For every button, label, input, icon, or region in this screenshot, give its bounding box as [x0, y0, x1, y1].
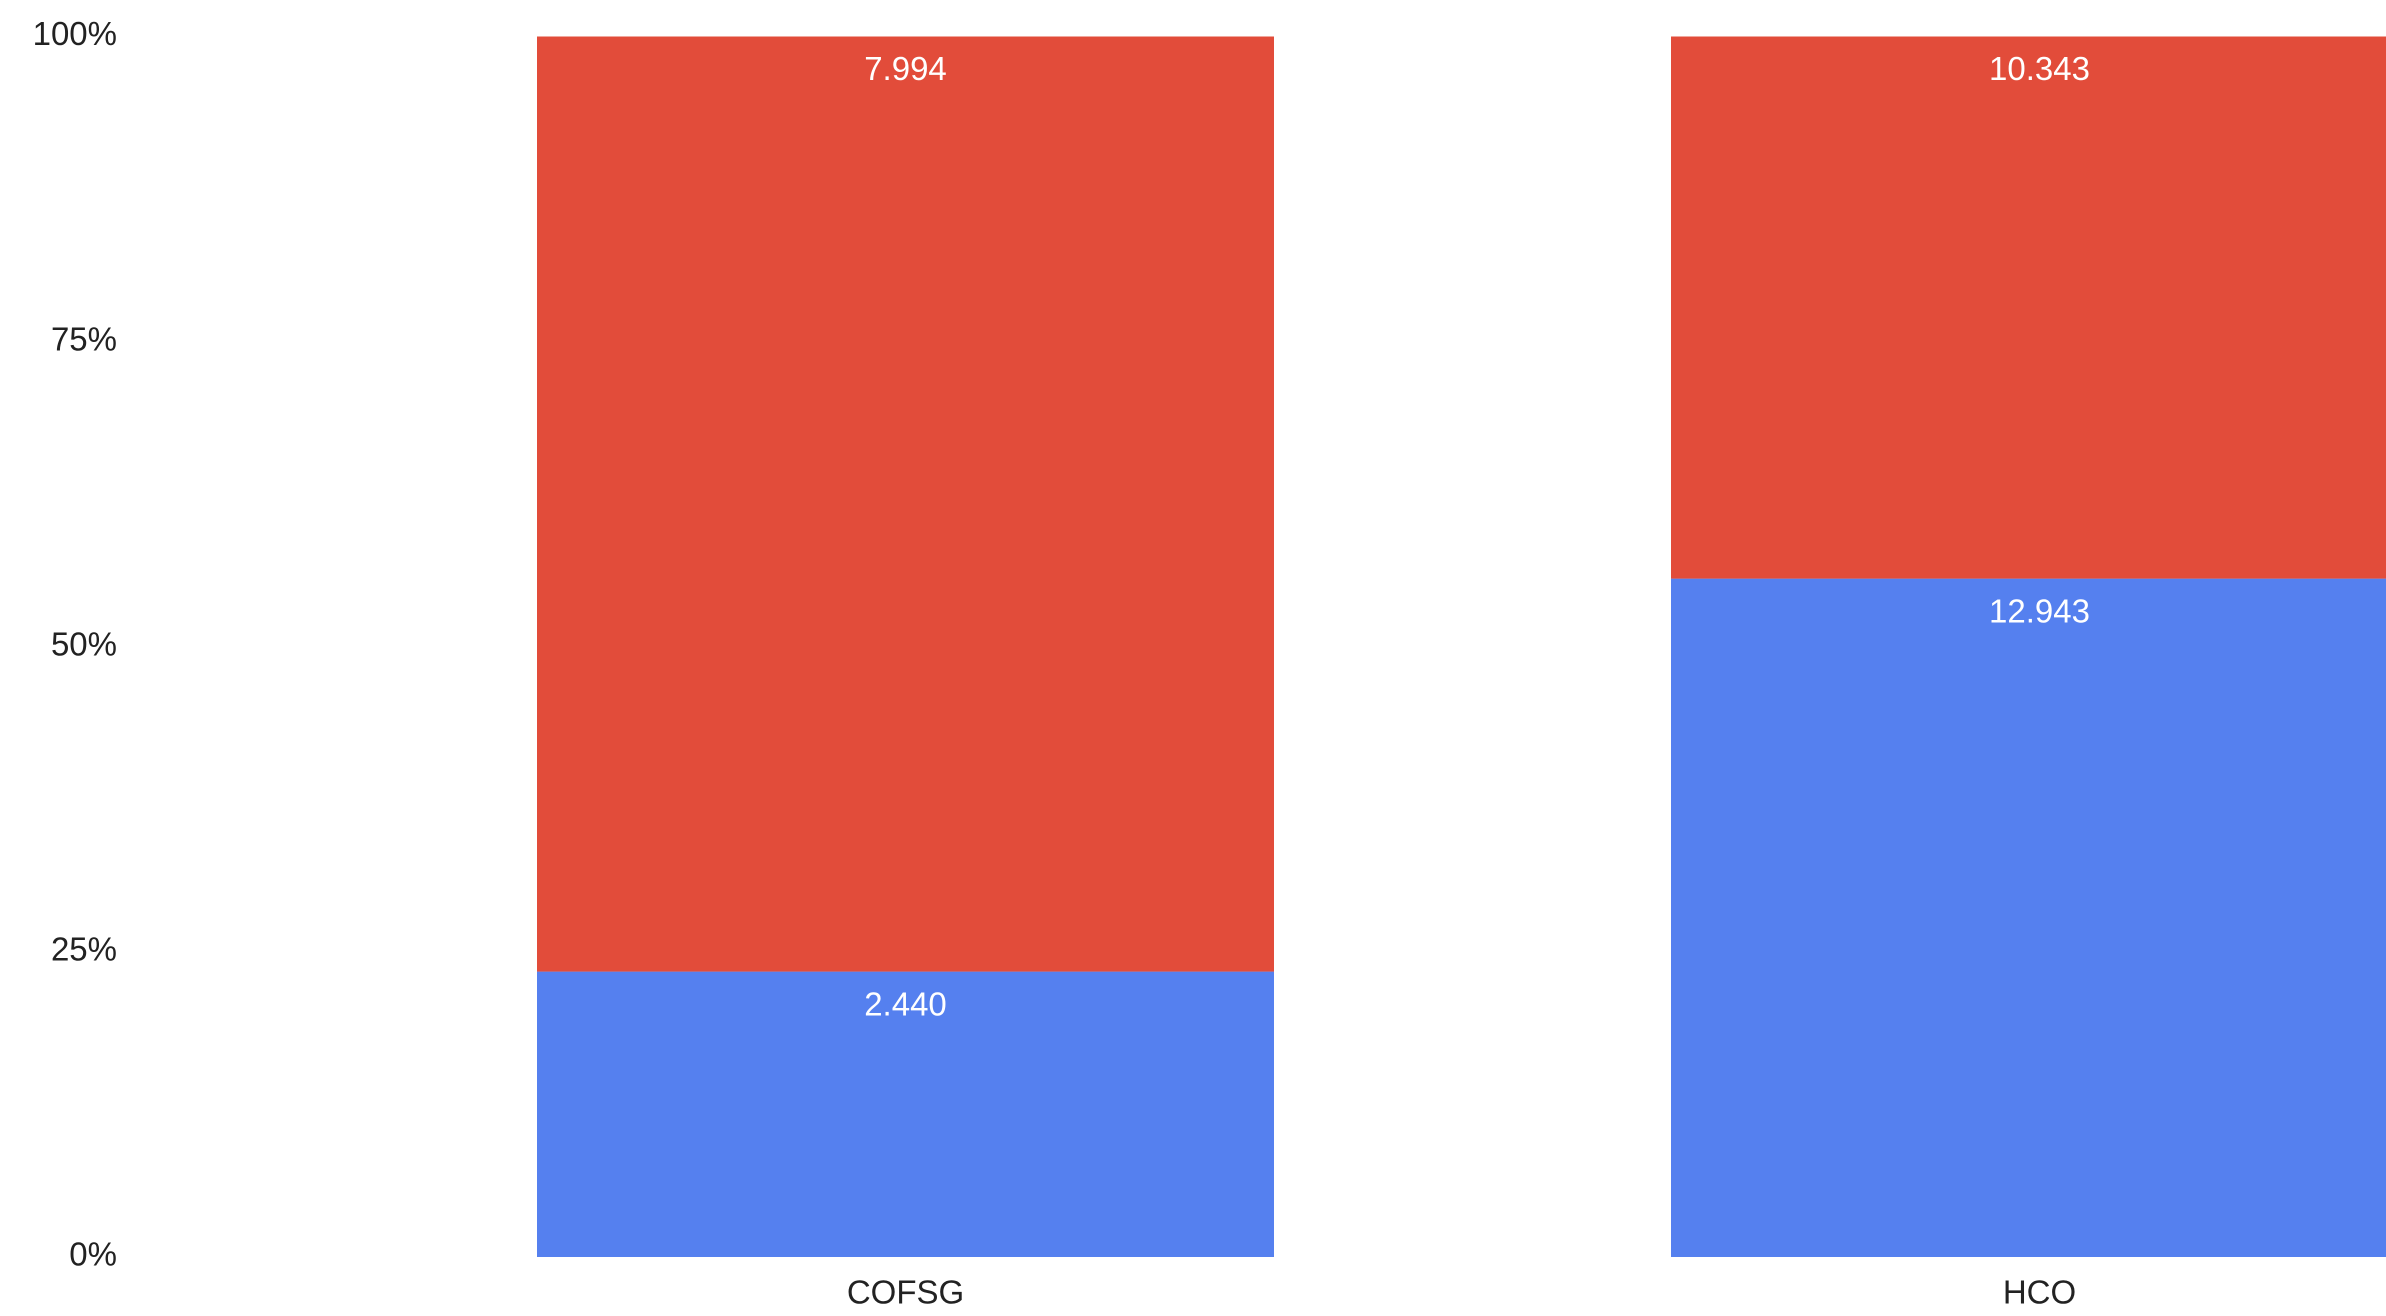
y-tick-label: 25%: [51, 931, 117, 968]
y-tick-label: 0%: [69, 1236, 117, 1273]
x-tick-label: COFSG: [847, 1274, 964, 1311]
bar-segment: [537, 971, 1274, 1257]
data-label: 10.343: [1989, 50, 2090, 87]
bar-segment: [537, 36, 1274, 972]
x-tick-label: HCO: [2003, 1274, 2076, 1311]
bar-segment: [1671, 578, 2386, 1257]
y-tick-label: 75%: [51, 320, 117, 357]
bar-segment: [1671, 36, 2386, 579]
data-label: 2.440: [864, 985, 947, 1022]
y-tick-label: 50%: [51, 625, 117, 662]
data-label: 12.943: [1989, 592, 2090, 629]
y-tick-label: 100%: [33, 15, 117, 52]
data-label: 7.994: [864, 50, 947, 87]
